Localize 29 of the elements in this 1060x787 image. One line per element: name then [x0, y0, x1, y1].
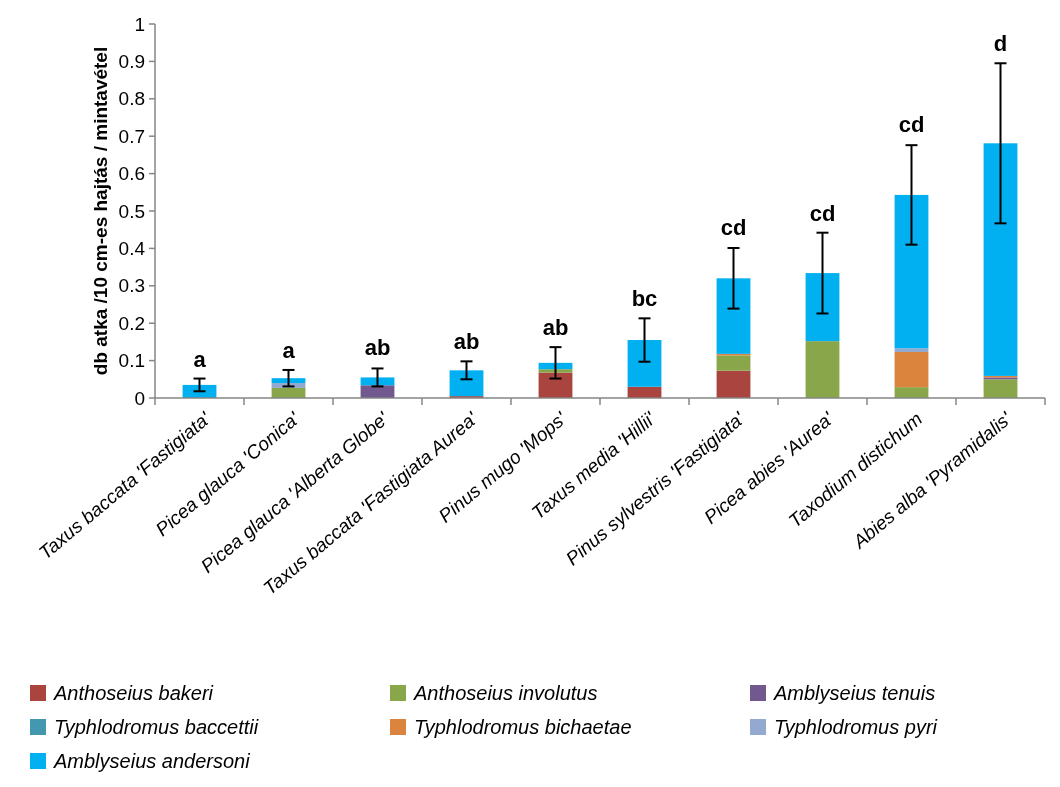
y-tick-label: 0.6 [118, 163, 145, 185]
y-tick-label: 0.9 [118, 50, 145, 72]
annotation: ab [542, 315, 569, 341]
y-tick-label: 0.2 [118, 312, 145, 334]
annotation: a [282, 337, 296, 363]
annotation: a [193, 346, 207, 372]
annotation: cd [898, 112, 925, 138]
y-axis-title: db atka /10 cm-es hajtás / mintavétel [89, 46, 111, 376]
annotation: d [993, 30, 1008, 56]
y-tick-label: 1 [134, 13, 145, 35]
annotation: cd [809, 200, 836, 226]
y-tick-label: 0.8 [118, 88, 145, 110]
annotation: cd [720, 215, 747, 241]
annotation: ab [364, 334, 391, 360]
y-tick-label: 0.5 [118, 200, 145, 222]
annotation: bc [631, 286, 658, 312]
y-tick-label: 0.3 [118, 275, 145, 297]
legend-label: Typhlodromus baccettii [54, 716, 259, 738]
y-tick-label: 0 [134, 387, 145, 409]
legend-label: Amblyseius tenuis [773, 682, 936, 704]
legend-label: Anthoseius involutus [413, 682, 598, 704]
legend-label: Anthoseius bakeri [53, 682, 214, 704]
y-tick-label: 0.1 [118, 350, 145, 372]
y-tick-label: 0.4 [118, 237, 146, 259]
legend-label: Typhlodromus bichaetae [414, 716, 632, 738]
annotation: ab [453, 329, 480, 355]
legend-label: Amblyseius andersoni [53, 750, 251, 772]
y-tick-label: 0.7 [118, 125, 145, 147]
legend-label: Typhlodromus pyri [774, 716, 938, 738]
